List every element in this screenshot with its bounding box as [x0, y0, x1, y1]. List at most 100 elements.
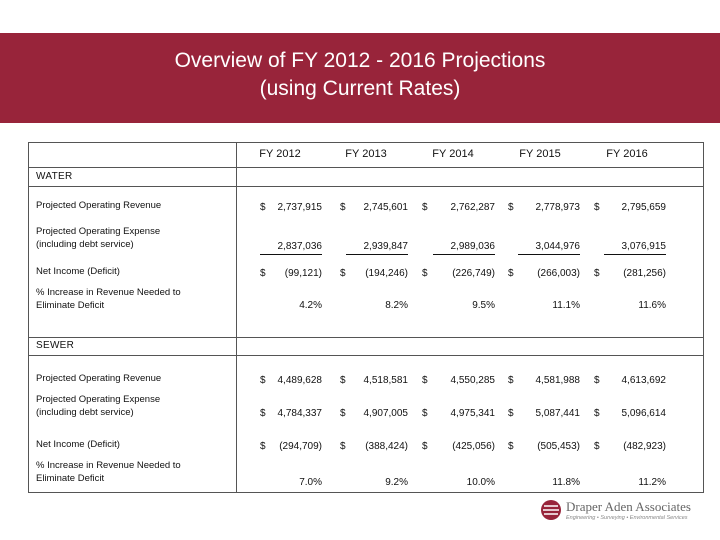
column-header-1: FY 2012 [259, 148, 301, 160]
sewer-expense-dollar: $ [422, 408, 428, 419]
sewer-revenue-value: 4,489,628 [277, 375, 323, 386]
sewer-revenue-dollar: $ [260, 375, 266, 386]
sewer-revenue-label: Projected Operating Revenue [36, 373, 162, 384]
sewer-expense-value: 4,784,337 [277, 408, 323, 419]
sewer-revenue-dollar: $ [508, 375, 514, 386]
sewer-pct-value: 11.2% [638, 477, 666, 488]
section-divider-mid [28, 337, 703, 338]
section-divider-sewer [28, 355, 703, 356]
water-net-dollar: $ [508, 268, 514, 279]
water-revenue-dollar: $ [594, 202, 600, 213]
water-expense-value: 3,076,915 [604, 240, 666, 255]
sewer-pct-label: % Increase in Revenue Needed to Eliminat… [36, 459, 236, 485]
water-net-value: (226,749) [452, 268, 495, 279]
water-net-value: (281,256) [623, 268, 666, 279]
sewer-expense-label-line2: (including debt service) [36, 407, 134, 418]
sewer-pct-value: 11.8% [552, 477, 580, 488]
logo-tagline: Engineering • Surveying • Environmental … [566, 515, 688, 521]
sewer-expense-dollar: $ [340, 408, 346, 419]
water-revenue-label: Projected Operating Revenue [36, 200, 162, 211]
water-pct-label-line2: Eliminate Deficit [36, 300, 105, 311]
sewer-expense-label: Projected Operating Expense (including d… [36, 393, 236, 419]
column-header-4: FY 2015 [519, 148, 561, 160]
water-net-value: (99,121) [284, 268, 322, 279]
water-pct-label-line1: % Increase in Revenue Needed to [36, 287, 181, 298]
title-banner [0, 33, 720, 123]
water-pct-value: 8.2% [385, 300, 408, 311]
water-pct-value: 4.2% [299, 300, 322, 311]
sewer-net-value: (505,453) [537, 441, 580, 452]
water-revenue-dollar: $ [422, 202, 428, 213]
water-revenue-value: 2,778,973 [535, 202, 581, 213]
sewer-pct-label-line1: % Increase in Revenue Needed to [36, 460, 181, 471]
title-line-1: Overview of FY 2012 - 2016 Projections [174, 49, 546, 72]
water-expense-label-line2: (including debt service) [36, 239, 134, 250]
water-expense-value: 2,989,036 [433, 240, 495, 255]
sewer-pct-value: 10.0% [466, 477, 495, 488]
company-logo: Draper Aden Associates Engineering • Sur… [540, 495, 710, 525]
water-revenue-dollar: $ [508, 202, 514, 213]
water-expense-value: 2,837,036 [260, 240, 322, 255]
water-net-dollar: $ [340, 268, 346, 279]
table-frame [28, 142, 704, 493]
sewer-pct-value: 9.2% [385, 477, 408, 488]
sewer-revenue-dollar: $ [594, 375, 600, 386]
label-column-divider [236, 142, 237, 492]
column-header-5: FY 2016 [606, 148, 648, 160]
sewer-pct-value: 7.0% [299, 477, 322, 488]
water-revenue-value: 2,737,915 [277, 202, 323, 213]
section-divider-top [28, 186, 703, 187]
header-divider [28, 167, 703, 168]
water-expense-label: Projected Operating Expense (including d… [36, 225, 236, 251]
water-expense-value: 2,939,847 [346, 240, 408, 255]
title-line-2: (using Current Rates) [259, 77, 461, 100]
water-net-value: (194,246) [365, 268, 408, 279]
sewer-net-value: (388,424) [365, 441, 408, 452]
sewer-net-dollar: $ [422, 441, 428, 452]
water-net-value: (266,003) [537, 268, 580, 279]
sewer-revenue-value: 4,613,692 [621, 375, 667, 386]
water-net-dollar: $ [594, 268, 600, 279]
water-expense-value: 3,044,976 [518, 240, 580, 255]
sewer-expense-dollar: $ [260, 408, 266, 419]
water-net-dollar: $ [260, 268, 266, 279]
sewer-expense-value: 5,096,614 [621, 408, 667, 419]
water-revenue-value: 2,745,601 [363, 202, 409, 213]
sewer-revenue-dollar: $ [422, 375, 428, 386]
water-pct-label: % Increase in Revenue Needed to Eliminat… [36, 286, 236, 312]
water-pct-value: 9.5% [472, 300, 495, 311]
sewer-expense-value: 5,087,441 [535, 408, 581, 419]
water-pct-value: 11.1% [552, 300, 580, 311]
logo-name: Draper Aden Associates [566, 499, 691, 514]
water-net-dollar: $ [422, 268, 428, 279]
sewer-pct-label-line2: Eliminate Deficit [36, 473, 105, 484]
sewer-net-value: (482,923) [623, 441, 666, 452]
sewer-expense-dollar: $ [594, 408, 600, 419]
water-section-label: WATER [36, 171, 73, 182]
water-revenue-value: 2,762,287 [450, 202, 496, 213]
column-header-2: FY 2013 [345, 148, 387, 160]
sewer-expense-dollar: $ [508, 408, 514, 419]
sewer-net-dollar: $ [594, 441, 600, 452]
sewer-net-label: Net Income (Deficit) [36, 439, 120, 450]
sewer-net-dollar: $ [340, 441, 346, 452]
water-revenue-dollar: $ [340, 202, 346, 213]
sewer-expense-label-line1: Projected Operating Expense [36, 394, 161, 405]
water-revenue-dollar: $ [260, 202, 266, 213]
sewer-net-dollar: $ [260, 441, 266, 452]
sewer-net-value: (294,709) [279, 441, 322, 452]
slide-title: Overview of FY 2012 - 2016 Projections (… [0, 47, 720, 103]
sewer-net-dollar: $ [508, 441, 514, 452]
water-revenue-value: 2,795,659 [621, 202, 667, 213]
sewer-expense-value: 4,907,005 [363, 408, 409, 419]
sewer-revenue-value: 4,581,988 [535, 375, 581, 386]
sewer-expense-value: 4,975,341 [450, 408, 496, 419]
sewer-section-label: SEWER [36, 340, 75, 351]
water-pct-value: 11.6% [638, 300, 666, 311]
sewer-net-value: (425,056) [452, 441, 495, 452]
water-net-label: Net Income (Deficit) [36, 266, 120, 277]
sewer-revenue-value: 4,518,581 [363, 375, 409, 386]
sewer-revenue-value: 4,550,285 [450, 375, 496, 386]
logo-mark-icon [541, 500, 561, 520]
column-header-3: FY 2014 [432, 148, 474, 160]
